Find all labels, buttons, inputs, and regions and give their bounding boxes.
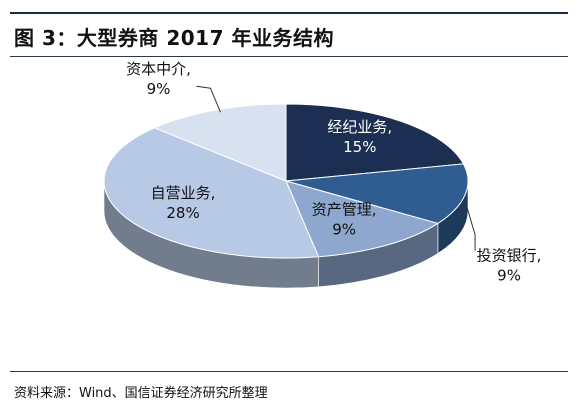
slice-value-label-4: 9% [147,80,171,98]
slice-value-label-2: 9% [332,220,356,238]
slice-label-2: 资产管理, [312,200,377,218]
pie-slice-2 [285,180,440,258]
slice-label-1: 投资银行, [477,247,542,265]
leader-line-1 [464,200,476,251]
pie-3d-sides [103,180,469,289]
title-divider [10,56,568,57]
pie-labels: 经纪业务, 15% 投资银行, 9% 资产管理, 9% 自营业务, 28% 资本中介, 9% [126,60,541,285]
pie-slices [103,103,469,259]
source-note: 资料来源：Wind、国信证券经济研究所整理 [14,386,268,401]
slice-value-label-0: 15% [343,138,376,156]
pie-slice-3 [103,127,320,259]
pie-slice-4 [153,103,287,182]
slice-value-label-3: 28% [166,204,199,222]
pie-slice-0 [285,103,465,182]
slice-label-0: 经纪业务, [327,118,392,136]
slice-label-4: 资本中介, [126,60,191,78]
pie-leader-lines [196,85,476,251]
top-rule [10,12,568,14]
slice-label-3: 自营业务, [151,184,216,202]
slice-value-label-1: 9% [497,267,521,285]
bottom-rule [10,371,568,372]
figure-title: 图 3：大型券商 2017 年业务结构 [14,26,334,50]
leader-line-4 [196,85,221,113]
pie-slice-1 [285,163,469,224]
